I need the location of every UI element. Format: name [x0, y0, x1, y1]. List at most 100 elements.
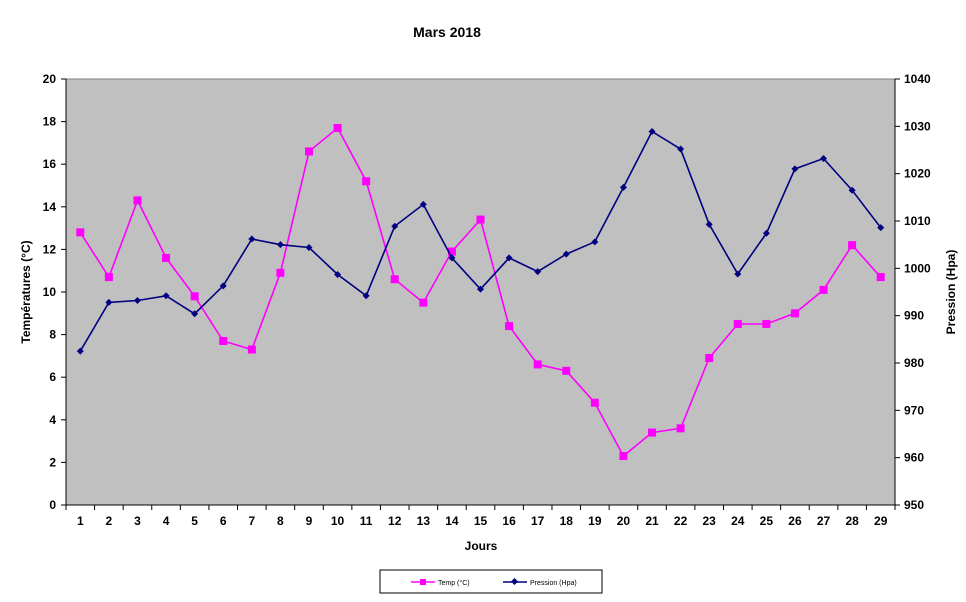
pressure-point	[562, 250, 570, 258]
x-tick-label: 29	[874, 514, 888, 528]
left-y-tick-label: 10	[43, 285, 57, 299]
left-y-tick-label: 12	[43, 242, 57, 256]
temp-point	[419, 298, 428, 307]
pressure-point	[162, 292, 170, 300]
temp-point	[304, 147, 313, 156]
pressure-point	[248, 235, 256, 243]
right-y-tick-label: 1020	[904, 167, 931, 181]
temp-point	[190, 292, 199, 301]
left-y-tick-label: 8	[49, 328, 56, 342]
temp-point	[247, 345, 256, 354]
pressure-point	[477, 285, 484, 293]
temp-point	[133, 196, 142, 205]
x-tick-label: 7	[248, 514, 255, 528]
pressure-point	[305, 244, 313, 252]
temp-point	[848, 241, 857, 250]
x-tick-label: 19	[588, 514, 602, 528]
left-y-tick-label: 14	[43, 200, 57, 214]
pressure-point	[362, 292, 370, 300]
pressure-point	[391, 222, 399, 230]
left-y-tick-label: 18	[43, 115, 57, 129]
temp-point	[447, 247, 456, 256]
pressure-point	[219, 282, 227, 290]
right-y-axis-title: Pression (Hpa)	[944, 250, 958, 335]
x-tick-label: 16	[502, 514, 516, 528]
x-tick-label: 13	[417, 514, 431, 528]
left-y-ticks: 0 2 4 6 8 10 12 14 16 18 20	[43, 72, 66, 512]
left-y-tick-label: 0	[49, 498, 56, 512]
x-tick-label: 12	[388, 514, 402, 528]
x-tick-label: 8	[277, 514, 284, 528]
left-y-axis-title: Températures (°C)	[19, 240, 33, 343]
x-tick-label: 5	[191, 514, 198, 528]
x-tick-label: 1	[77, 514, 84, 528]
temp-point	[76, 228, 85, 237]
pressure-point	[705, 220, 713, 228]
temp-point	[104, 273, 113, 282]
pressure-point	[534, 268, 542, 276]
left-y-tick-label: 16	[43, 157, 57, 171]
temp-point	[562, 366, 571, 375]
temp-point	[619, 452, 628, 461]
x-tick-label: 4	[163, 514, 170, 528]
pressure-point	[619, 183, 627, 191]
pressure-point	[820, 155, 828, 163]
x-tick-label: 14	[445, 514, 459, 528]
legend: Temp (°C) Pression (Hpa)	[379, 569, 603, 594]
pressure-point	[848, 186, 856, 194]
x-tick-label: 15	[474, 514, 488, 528]
pressure-point	[448, 254, 456, 262]
legend-box	[379, 569, 603, 594]
pressure-point	[334, 270, 342, 278]
x-tick-label: 9	[306, 514, 313, 528]
temp-point	[476, 215, 485, 224]
x-tick-label: 23	[703, 514, 717, 528]
pressure-point	[191, 310, 199, 318]
x-tick-label: 2	[106, 514, 113, 528]
legend-pressure-marker	[510, 577, 519, 586]
x-tick-label: 18	[560, 514, 574, 528]
pressure-point	[276, 241, 284, 249]
pressure-point	[76, 347, 84, 355]
x-tick-label: 21	[645, 514, 659, 528]
pressure-point	[591, 238, 599, 246]
pressure-point	[762, 229, 770, 237]
temp-point	[533, 360, 542, 369]
temp-point	[705, 354, 714, 363]
right-y-tick-label: 980	[904, 356, 924, 370]
x-tick-label: 20	[617, 514, 631, 528]
temp-point	[390, 275, 399, 284]
left-y-tick-label: 4	[49, 413, 56, 427]
right-y-tick-label: 950	[904, 498, 924, 512]
legend-pressure-label: Pression (Hpa)	[530, 580, 577, 587]
pressure-point	[505, 254, 513, 262]
x-axis-title: Jours	[465, 539, 498, 553]
pressure-point	[677, 145, 685, 153]
temp-point	[505, 322, 514, 331]
right-y-tick-label: 960	[904, 451, 924, 465]
right-y-tick-label: 1030	[904, 119, 931, 133]
x-tick-label: 17	[531, 514, 545, 528]
x-tick-label: 25	[760, 514, 774, 528]
temp-point	[219, 336, 228, 345]
legend-temp-marker	[420, 579, 426, 585]
temp-point	[733, 319, 742, 328]
x-tick-label: 10	[331, 514, 345, 528]
legend-temp-label: Temp (°C)	[438, 579, 470, 587]
x-tick-label: 27	[817, 514, 831, 528]
right-y-tick-label: 1010	[904, 214, 931, 228]
x-ticks: 1 2 3 4 5 6 7 8 9 10 11 12 13 14 15 16 17 18 19 20 21 22 23 24 2…	[65, 505, 896, 528]
x-tick-label: 24	[731, 514, 745, 528]
pressure-point	[133, 297, 141, 305]
temp-point	[762, 319, 771, 328]
temp-point	[876, 273, 885, 282]
pressure-point	[648, 128, 656, 136]
pressure-point	[419, 200, 427, 208]
x-tick-label: 11	[360, 514, 373, 528]
pressure-point	[877, 224, 885, 232]
right-y-tick-label: 1040	[904, 72, 931, 86]
temp-point	[590, 398, 599, 407]
x-tick-label: 26	[788, 514, 802, 528]
x-tick-label: 6	[220, 514, 227, 528]
